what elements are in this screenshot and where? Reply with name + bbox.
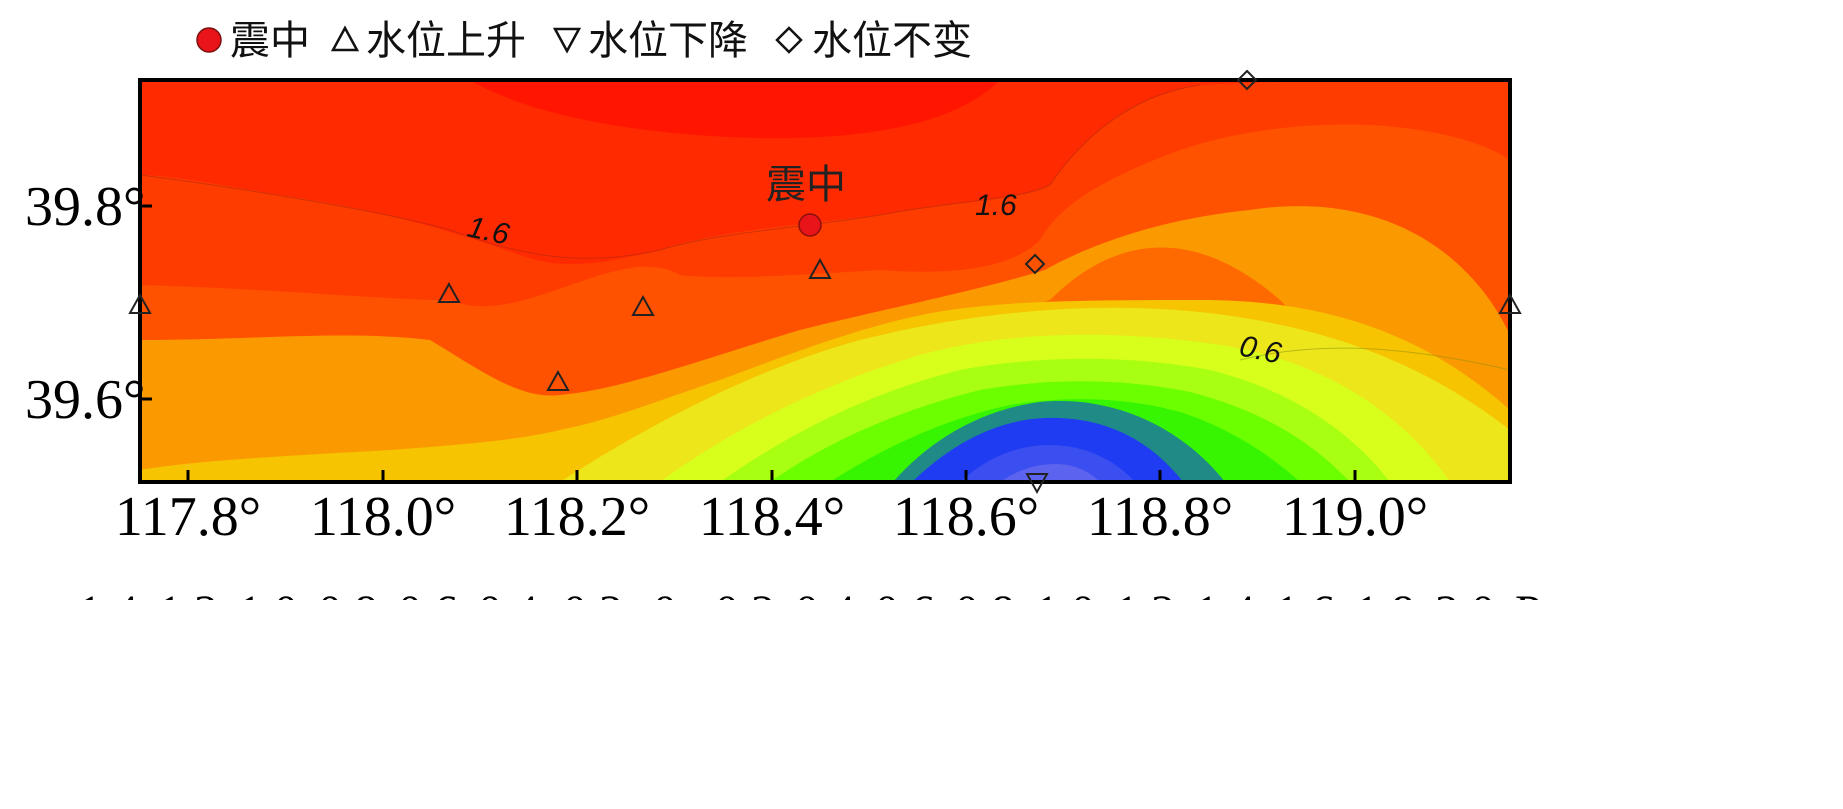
station-rise-marker (1498, 292, 1522, 314)
legend-fall-label: 水位下降 (588, 18, 748, 64)
station-markers (128, 69, 1522, 495)
colorbar-label: 1.4 (1195, 586, 1255, 639)
colorbar-labels: -1.4 -1.2 -1.0 -0.8 -0.6 -0.4 -0.2 0 0.2… (62, 586, 1563, 639)
x-axis: 117.8° 118.0° 118.2° 118.4° 118.6° 118.8… (115, 470, 1428, 548)
epicenter-legend-icon (196, 27, 222, 53)
triangle-down-legend-icon (552, 27, 582, 54)
legend: 震中 水位上升 水位下降 水位不变 (196, 18, 972, 64)
contour-line-1-6 (140, 84, 1201, 259)
station-rise-marker (808, 257, 832, 279)
legend-rise-label: 水位上升 (366, 18, 526, 64)
x-tick-label: 118.2° (504, 486, 650, 548)
colorbar-label: 0.4 (795, 586, 855, 639)
x-tick-label: 119.0° (1282, 486, 1428, 548)
colorbar-label: 1.6 (1275, 586, 1335, 639)
station-rise-marker (437, 281, 461, 303)
colorbar-label: 1.0 (1035, 586, 1095, 639)
x-tick-label: 118.6° (893, 486, 1039, 548)
colorbar-label: 2.0 (1435, 586, 1495, 639)
colorbar-label: -0.2 (547, 586, 623, 639)
colorbar-label: 0.8 (955, 586, 1015, 639)
colorbar-unit-label: Pa (1515, 586, 1563, 639)
colorbar-label: -1.2 (142, 586, 218, 639)
colorbar-label: -1.4 (62, 586, 138, 639)
y-tick-label: 39.8° (25, 176, 145, 238)
y-tick-label: 39.6° (25, 369, 145, 431)
contour-band-blue-mid (960, 445, 1135, 482)
x-tick-label: 118.0° (310, 486, 456, 548)
map-frame (138, 78, 1512, 484)
epicenter-map-label: 震中 (766, 162, 846, 208)
station-fall-marker (1025, 473, 1049, 495)
legend-epicenter-label: 震中 (230, 18, 310, 64)
station-rise-marker (631, 294, 655, 316)
station-rise-marker (128, 292, 152, 314)
station-rise-marker (546, 369, 570, 391)
colorbar-label: 1.2 (1115, 586, 1175, 639)
contour-band-deep-red (470, 80, 1000, 139)
triangle-up-legend-icon (330, 25, 360, 52)
legend-unchanged-label: 水位不变 (812, 18, 972, 64)
epicenter-marker (798, 213, 822, 237)
colorbar-label: -0.6 (382, 586, 458, 639)
colorbar-label: -1.0 (222, 586, 298, 639)
contour-field (140, 80, 1510, 482)
x-tick-label: 118.4° (699, 486, 845, 548)
station-unchanged-marker (1236, 69, 1258, 91)
station-unchanged-marker (1024, 253, 1046, 275)
y-axis: 39.8° 39.6° (25, 176, 152, 431)
x-tick-label: 118.8° (1087, 486, 1233, 548)
contour-band-red (140, 80, 1510, 265)
diamond-legend-icon (775, 26, 803, 54)
colorbar-label: 1.8 (1355, 586, 1415, 639)
contour-label-1-6-right: 1.6 (975, 189, 1017, 222)
contour-line-0-6 (1239, 347, 1510, 371)
colorbar-label: -0.4 (462, 586, 538, 639)
colorbar-label: 0.6 (875, 586, 935, 639)
contour-band-blue-light (1000, 464, 1100, 482)
x-tick-label: 117.8° (115, 486, 261, 548)
colorbar-label: -0.8 (302, 586, 378, 639)
colorbar-label: 0 (653, 586, 677, 639)
colorbar-label: 0.2 (715, 586, 775, 639)
